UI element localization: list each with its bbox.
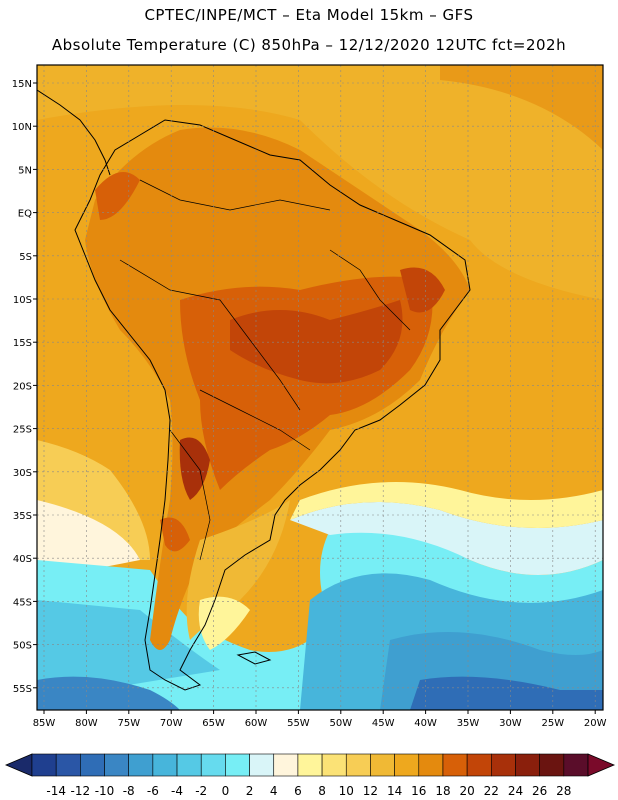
colorbar-swatch bbox=[273, 753, 299, 777]
lon-label: 65W bbox=[202, 718, 225, 729]
lat-label: 25S bbox=[13, 425, 32, 436]
colorbar-label: 16 bbox=[411, 784, 426, 798]
colorbar-swatch bbox=[321, 753, 347, 777]
lat-label: 10S bbox=[13, 295, 32, 306]
map-frame bbox=[36, 64, 604, 711]
lat-label: 30S bbox=[13, 468, 32, 479]
colorbar-swatch bbox=[442, 753, 468, 777]
colorbar-label: 28 bbox=[556, 784, 571, 798]
colorbar-label: -14 bbox=[46, 784, 66, 798]
colorbar-swatch bbox=[128, 753, 154, 777]
colorbar-swatch bbox=[55, 753, 81, 777]
colorbar-label: 22 bbox=[484, 784, 499, 798]
lon-label: 55W bbox=[287, 718, 310, 729]
colorbar-swatch bbox=[80, 753, 105, 777]
colorbar-label: -8 bbox=[123, 784, 135, 798]
lat-label: 5N bbox=[18, 165, 32, 176]
colorbar-swatch bbox=[297, 753, 323, 777]
lat-label: 20S bbox=[13, 381, 32, 392]
colorbar-swatch bbox=[104, 753, 129, 777]
colorbar-swatch bbox=[249, 753, 275, 777]
lon-label: 40W bbox=[414, 718, 437, 729]
lat-label: 40S bbox=[13, 554, 32, 565]
colorbar-label: -10 bbox=[95, 784, 115, 798]
colorbar-swatch bbox=[200, 753, 226, 777]
lon-label: 80W bbox=[75, 718, 98, 729]
lon-label: 30W bbox=[499, 718, 522, 729]
colorbar-label: -4 bbox=[171, 784, 183, 798]
colorbar-swatch bbox=[152, 753, 178, 777]
title-line-1: CPTEC/INPE/MCT – Eta Model 15km – GFS bbox=[144, 6, 474, 24]
lat-label: 15N bbox=[12, 79, 32, 90]
lon-label: 20W bbox=[584, 718, 607, 729]
colorbar-label: 26 bbox=[532, 784, 547, 798]
colorbar-label: 24 bbox=[508, 784, 523, 798]
lon-label: 85W bbox=[33, 718, 56, 729]
colorbar-label: 2 bbox=[246, 784, 254, 798]
lon-label: 50W bbox=[329, 718, 352, 729]
colorbar-label: 18 bbox=[435, 784, 450, 798]
lon-label: 35W bbox=[457, 718, 480, 729]
colorbar-label: 8 bbox=[318, 784, 326, 798]
colorbar-label: 4 bbox=[270, 784, 278, 798]
lon-label: 60W bbox=[245, 718, 268, 729]
colorbar-label: -6 bbox=[147, 784, 159, 798]
colorbar-swatch bbox=[418, 753, 444, 777]
colorbar-swatch bbox=[176, 753, 202, 777]
colorbar-labels: -14 -12 -10 -8 -6 -4 -2 0 2 4 6 8 10 12 14 16 18 20 22 24 26… bbox=[46, 784, 571, 798]
colorbar-label: 14 bbox=[387, 784, 402, 798]
colorbar-label: 20 bbox=[459, 784, 474, 798]
colorbar-swatch bbox=[31, 753, 57, 777]
longitude-labels: 85W 80W 75W 70W 65W 60W 55W 50W 45W 40W 35W 30W 25W 2… bbox=[33, 710, 607, 729]
lon-label: 45W bbox=[372, 718, 395, 729]
colorbar-swatch bbox=[515, 753, 540, 777]
lat-label: 15S bbox=[13, 338, 32, 349]
lat-label: 50S bbox=[13, 641, 32, 652]
colorbar-swatch bbox=[466, 753, 492, 777]
colorbar-low-arrow bbox=[4, 753, 33, 777]
lon-label: 70W bbox=[160, 718, 183, 729]
lat-label: EQ bbox=[18, 209, 32, 220]
colorbar bbox=[4, 753, 616, 777]
colorbar-label: -12 bbox=[71, 784, 91, 798]
colorbar-high-arrow bbox=[587, 753, 616, 777]
lon-label: 25W bbox=[541, 718, 564, 729]
lat-label: 35S bbox=[13, 511, 32, 522]
colorbar-swatch bbox=[563, 753, 589, 777]
title-line-2: Absolute Temperature (C) 850hPa – 12/12/… bbox=[51, 36, 567, 54]
colorbar-swatch bbox=[491, 753, 516, 777]
colorbar-label: 0 bbox=[222, 784, 230, 798]
colorbar-swatch bbox=[394, 753, 420, 777]
colorbar-label: 12 bbox=[363, 784, 378, 798]
coastline bbox=[74, 119, 471, 691]
colorbar-swatch bbox=[370, 753, 395, 777]
colorbar-swatch bbox=[345, 753, 371, 777]
lat-label: 10N bbox=[12, 122, 32, 133]
lon-label: 75W bbox=[117, 718, 140, 729]
colorbar-swatch bbox=[225, 753, 250, 777]
temperature-field bbox=[37, 65, 603, 710]
colorbar-label: 10 bbox=[339, 784, 354, 798]
colorbar-label: -2 bbox=[195, 784, 207, 798]
colorbar-label: 6 bbox=[294, 784, 302, 798]
graticule bbox=[37, 65, 603, 710]
colorbar-swatch bbox=[539, 753, 565, 777]
lat-label: 55S bbox=[13, 684, 32, 695]
latitude-labels: 15N 10N 5N EQ 5S 10S 15S 20S 25S 30S 35S 40S 45S 50S 5… bbox=[12, 79, 37, 695]
lat-label: 45S bbox=[13, 597, 32, 608]
lat-label: 5S bbox=[19, 252, 32, 263]
